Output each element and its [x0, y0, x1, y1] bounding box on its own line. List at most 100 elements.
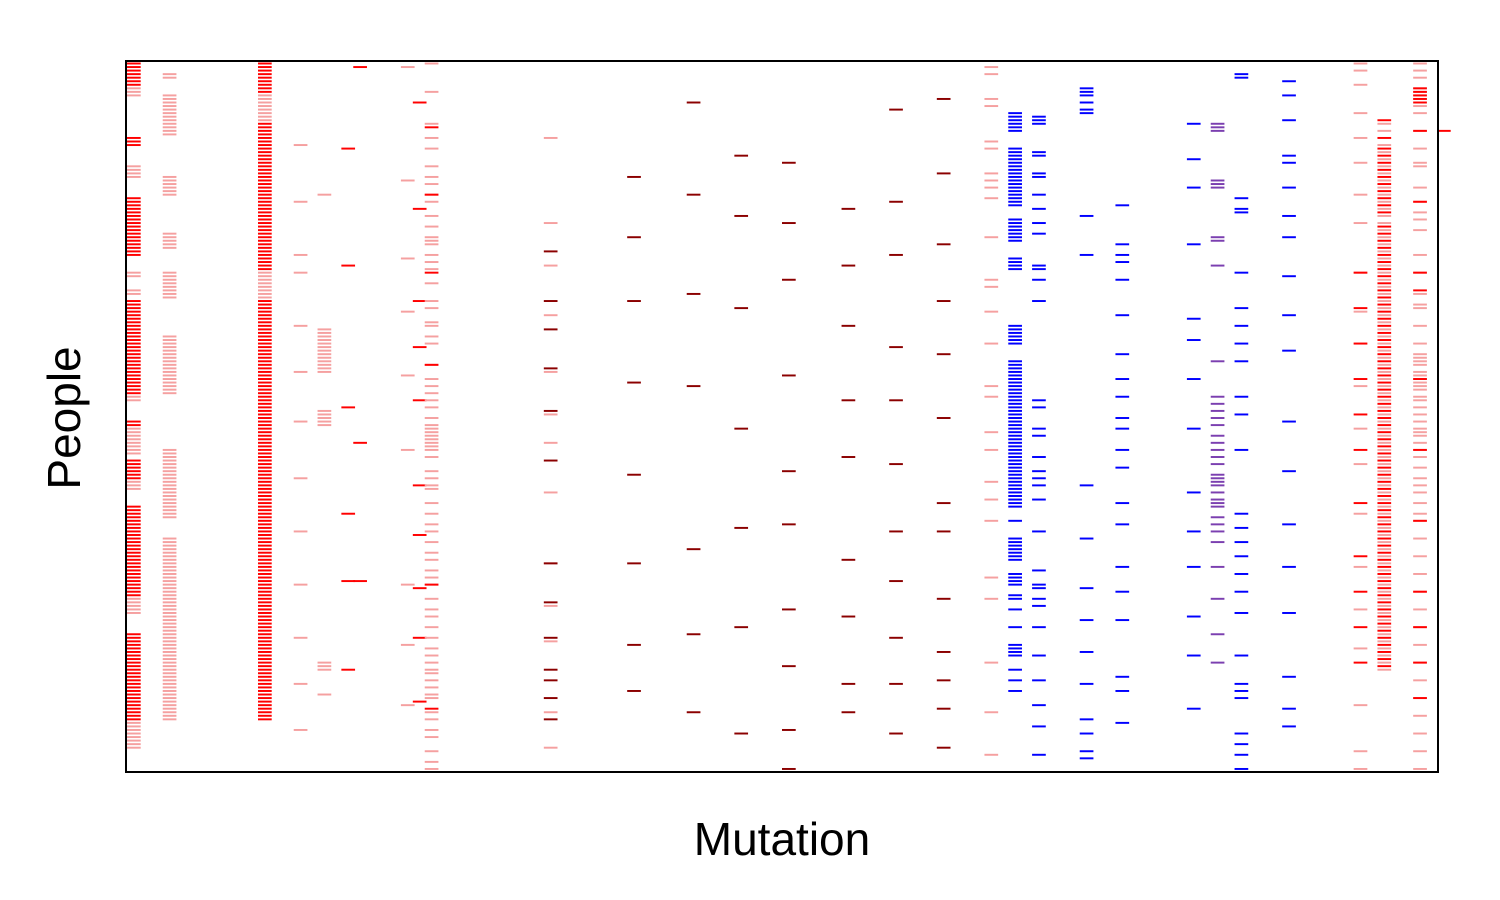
heatmap-cell [1008, 679, 1022, 682]
heatmap-cell [1008, 331, 1022, 334]
heatmap-cell [258, 608, 272, 611]
heatmap-cell [258, 292, 272, 295]
heatmap-cell [424, 406, 439, 409]
heatmap-cell [127, 275, 141, 278]
heatmap-cell [1377, 151, 1392, 154]
heatmap-cell [424, 615, 439, 618]
heatmap-cell [1008, 580, 1022, 583]
heatmap-cell [1234, 324, 1249, 327]
heatmap-cell [543, 601, 558, 604]
heatmap-cell [1008, 175, 1022, 178]
heatmap-cell [627, 236, 641, 239]
heatmap-cell [1032, 753, 1046, 756]
heatmap-cell [258, 261, 272, 263]
heatmap-cell [782, 278, 796, 281]
heatmap-cell [1377, 303, 1392, 306]
heatmap-cell [1115, 314, 1130, 317]
heatmap-cell [258, 498, 272, 501]
heatmap-cell [1032, 498, 1046, 501]
heatmap-cell [127, 526, 141, 529]
heatmap-cell [1413, 129, 1427, 132]
heatmap-cell [258, 300, 272, 302]
heatmap-cell [258, 94, 272, 97]
heatmap-cell [1413, 388, 1427, 391]
heatmap-cell [1008, 257, 1022, 260]
heatmap-cell [258, 363, 272, 366]
heatmap-cell [1377, 310, 1392, 313]
heatmap-cell [424, 487, 439, 490]
heatmap-cell [258, 619, 272, 622]
heatmap-cell [424, 736, 439, 739]
heatmap-cell [127, 307, 141, 310]
heatmap-cell [1234, 271, 1249, 274]
heatmap-cell [258, 647, 272, 650]
heatmap-cell [127, 310, 141, 313]
heatmap-cell [412, 300, 427, 302]
heatmap-cell [258, 165, 272, 168]
heatmap-cell [127, 239, 141, 242]
heatmap-cell [162, 583, 177, 586]
heatmap-cell [258, 236, 272, 239]
heatmap-cell [1008, 378, 1022, 380]
heatmap-cell [1079, 682, 1094, 685]
heatmap-cell [1413, 271, 1427, 274]
heatmap-cell [162, 651, 177, 653]
heatmap-cell [1008, 502, 1022, 505]
heatmap-cell [1377, 576, 1392, 579]
heatmap-cell [1282, 154, 1296, 157]
heatmap-cell [1413, 661, 1427, 664]
heatmap-cell [412, 484, 427, 487]
heatmap-cell [400, 448, 415, 451]
heatmap-cell [317, 353, 332, 356]
heatmap-cell [1377, 487, 1392, 490]
heatmap-cell [1234, 682, 1249, 685]
heatmap-cell [424, 477, 439, 480]
heatmap-cell [162, 296, 177, 299]
heatmap-cell [1413, 363, 1427, 366]
heatmap-cell [258, 253, 272, 256]
heatmap-cell [1377, 292, 1392, 295]
heatmap-cell [258, 108, 272, 111]
heatmap-cell [258, 495, 272, 497]
heatmap-cell [984, 236, 999, 239]
heatmap-cell [1413, 697, 1427, 700]
heatmap-cell [424, 335, 439, 338]
heatmap-cell [258, 328, 272, 331]
heatmap-cell [258, 697, 272, 700]
heatmap-cell [1115, 427, 1130, 430]
heatmap-cell [1115, 523, 1130, 526]
heatmap-cell [162, 665, 177, 668]
heatmap-cell [258, 470, 272, 473]
heatmap-cell [424, 236, 439, 239]
heatmap-cell [162, 470, 177, 473]
heatmap-cell [162, 285, 177, 288]
heatmap-cell [127, 665, 141, 668]
heatmap-cell [1008, 406, 1022, 409]
heatmap-cell [127, 732, 141, 735]
heatmap-cell [1234, 512, 1249, 515]
heatmap-cell [1008, 456, 1022, 458]
heatmap-cell [127, 172, 141, 175]
heatmap-cell [127, 516, 141, 519]
heatmap-cell [258, 530, 272, 533]
heatmap-cell [889, 530, 903, 533]
heatmap-cell [258, 491, 272, 494]
heatmap-cell [1413, 342, 1427, 345]
heatmap-cell [317, 668, 332, 671]
heatmap-cell [1282, 349, 1296, 352]
heatmap-cell [984, 498, 999, 501]
heatmap-cell [162, 73, 177, 76]
heatmap-cell [293, 253, 308, 256]
heatmap-cell [258, 183, 272, 186]
heatmap-cell [984, 197, 999, 200]
heatmap-cell [543, 367, 558, 370]
heatmap-cell [127, 555, 141, 558]
heatmap-cell [1008, 381, 1022, 384]
heatmap-cell [1377, 651, 1392, 653]
heatmap-cell [1377, 154, 1392, 157]
heatmap-cell [841, 615, 856, 618]
heatmap-cell [1008, 583, 1022, 586]
heatmap-cell [1377, 119, 1392, 122]
heatmap-cell [258, 331, 272, 334]
heatmap-cell [889, 732, 903, 735]
